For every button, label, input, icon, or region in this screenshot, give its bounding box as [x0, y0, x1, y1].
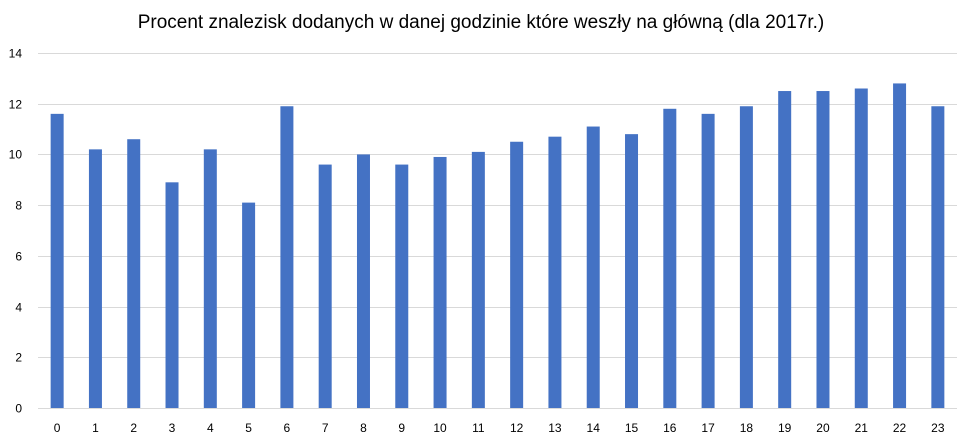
- bar-hour-12: [510, 141, 524, 408]
- y-tick-label: 4: [15, 301, 22, 315]
- x-tick-label: 16: [663, 421, 677, 435]
- bar-hour-13: [548, 136, 562, 408]
- y-tick-label: 14: [9, 47, 23, 61]
- x-tick-label: 17: [701, 421, 715, 435]
- bar-hour-11: [471, 151, 485, 408]
- bar-hour-8: [356, 154, 370, 408]
- x-tick-label: 4: [207, 421, 214, 435]
- bars: [50, 83, 945, 409]
- x-tick-label: 0: [54, 421, 61, 435]
- x-tick-label: 2: [130, 421, 137, 435]
- x-tick-label: 20: [816, 421, 830, 435]
- bar-hour-3: [165, 182, 179, 408]
- bar-hour-19: [778, 91, 792, 409]
- chart-title: Procent znalezisk dodanych w danej godzi…: [137, 12, 825, 33]
- bar-hour-5: [242, 202, 256, 408]
- x-tick-label: 7: [322, 421, 329, 435]
- bar-hour-21: [854, 88, 868, 408]
- x-tick-label: 6: [284, 421, 291, 435]
- x-tick-label: 15: [625, 421, 639, 435]
- x-tick-label: 11: [472, 421, 485, 435]
- y-tick-label: 12: [9, 98, 23, 112]
- y-tick-label: 8: [15, 199, 22, 213]
- y-tick-label: 0: [15, 402, 22, 416]
- x-tick-label: 9: [398, 421, 405, 435]
- x-axis-tick-labels: 0 1 2 3 4 5 6 7 8 9 10 11 12 13 14 15 16 17 18 19 20 21 22 23: [54, 421, 945, 435]
- x-tick-label: 18: [740, 421, 754, 435]
- bar-hour-18: [739, 106, 753, 408]
- bar-hour-15: [625, 134, 639, 408]
- bar-hour-20: [816, 91, 830, 409]
- bar-hour-4: [203, 149, 217, 408]
- gridlines: [38, 53, 957, 409]
- y-axis-tick-labels: 0 2 4 6 8 10 12 14: [9, 47, 23, 416]
- x-tick-label: 3: [169, 421, 176, 435]
- bar-hour-6: [280, 106, 294, 408]
- bar-hour-0: [50, 113, 64, 408]
- y-tick-label: 2: [15, 351, 22, 365]
- x-tick-label: 13: [548, 421, 562, 435]
- bar-hour-2: [127, 139, 141, 408]
- bar-hour-14: [586, 126, 600, 409]
- bar-hour-16: [663, 108, 677, 409]
- x-tick-label: 10: [433, 421, 447, 435]
- bar-hour-22: [893, 83, 907, 408]
- y-tick-label: 6: [15, 250, 22, 264]
- x-tick-label: 21: [855, 421, 869, 435]
- x-tick-label: 19: [778, 421, 792, 435]
- x-tick-label: 22: [893, 421, 907, 435]
- x-tick-label: 23: [931, 421, 945, 435]
- bar-hour-17: [701, 113, 715, 408]
- y-tick-label: 10: [9, 148, 23, 162]
- x-tick-label: 8: [360, 421, 367, 435]
- bar-hour-9: [395, 164, 409, 408]
- x-tick-label: 14: [587, 421, 601, 435]
- bar-hour-10: [433, 156, 447, 408]
- x-tick-label: 12: [510, 421, 524, 435]
- bar-hour-23: [931, 106, 945, 408]
- bar-hour-1: [88, 149, 102, 408]
- x-tick-label: 5: [245, 421, 252, 435]
- x-tick-label: 1: [92, 421, 99, 435]
- bar-hour-7: [318, 164, 332, 408]
